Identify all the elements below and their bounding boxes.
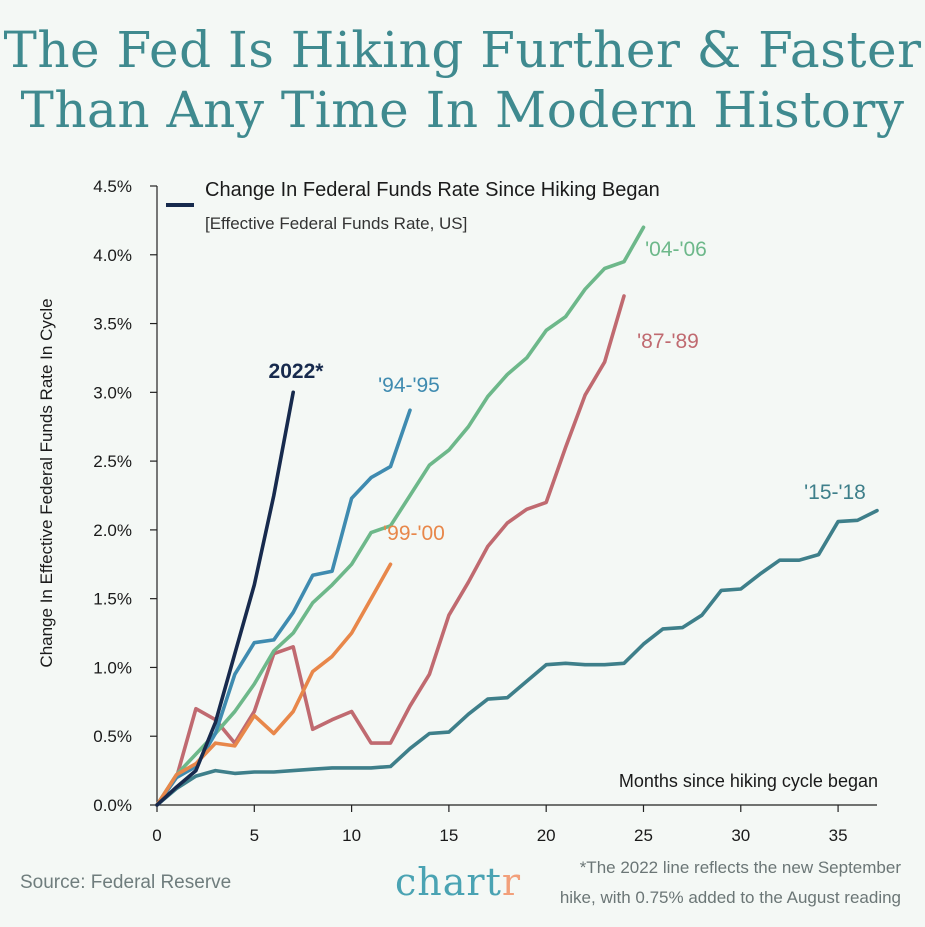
footnote-line-1: *The 2022 line reflects the new Septembe… — [579, 858, 901, 877]
chart-subtitle: [Effective Federal Funds Rate, US] — [205, 214, 467, 233]
x-tick-label: 20 — [537, 826, 556, 845]
x-tick-label: 25 — [634, 826, 653, 845]
x-tick-label: 5 — [250, 826, 259, 845]
y-tick-label: 0.5% — [93, 727, 132, 746]
y-tick-label: 4.0% — [93, 246, 132, 265]
series-line — [155, 408, 412, 807]
series-line — [155, 225, 646, 807]
chart-axes: 0.0% 0.5% 1.0% 1.5% 2.0% 2.5% 3.0% 3.5% 4.0% 4.5%… — [93, 177, 877, 845]
x-axis-label: Months since hiking cycle began — [619, 771, 878, 791]
series-label: '94-'95 — [378, 374, 440, 397]
series-line — [155, 390, 296, 807]
title-line-2: Than Any Time In Modern History — [20, 81, 905, 139]
y-tick-label: 1.0% — [93, 658, 132, 677]
title-line-1: The Fed Is Hiking Further & Faster — [3, 21, 922, 79]
y-tick-label: 1.5% — [93, 590, 132, 609]
series-label: 2022* — [269, 360, 325, 383]
series-line — [155, 562, 393, 807]
series-label: '04-'06 — [645, 238, 707, 261]
footnote: *The 2022 line reflects the new Septembe… — [481, 853, 901, 913]
page-title: The Fed Is Hiking Further & Faster Than … — [0, 20, 925, 140]
chart-title: Change In Federal Funds Rate Since Hikin… — [205, 179, 660, 201]
y-tick-label: 2.5% — [93, 452, 132, 471]
series-line — [155, 294, 626, 807]
y-tick-label: 2.0% — [93, 521, 132, 540]
source-text: Source: Federal Reserve — [20, 872, 232, 893]
series-line — [155, 508, 879, 807]
chart-series — [155, 225, 879, 807]
brand-logo: chartr — [395, 860, 521, 904]
y-tick-label: 4.5% — [93, 177, 132, 196]
x-tick-label: 30 — [731, 826, 750, 845]
series-label: '87-'89 — [637, 330, 699, 353]
x-tick-label: 15 — [439, 826, 458, 845]
y-tick-label: 3.0% — [93, 383, 132, 402]
footnote-line-2: hike, with 0.75% added to the August rea… — [559, 888, 901, 907]
brand-main: chart — [395, 860, 502, 904]
x-tick-label: 0 — [152, 826, 161, 845]
y-axis-label: Change In Effective Federal Funds Rate I… — [37, 298, 56, 667]
series-label: '15-'18 — [804, 481, 866, 504]
series-label: '99-'00 — [383, 522, 445, 545]
y-tick-label: 3.5% — [93, 315, 132, 334]
x-tick-label: 10 — [342, 826, 361, 845]
x-tick-label: 35 — [829, 826, 848, 845]
chart-legend: Change In Federal Funds Rate Since Hikin… — [166, 179, 660, 233]
chart-series-labels: '15-'18 '87-'89 '04-'06 '94-'95 '99-'00 2022* — [269, 238, 866, 545]
brand-accent: r — [501, 860, 522, 904]
y-tick-label: 0.0% — [93, 796, 132, 815]
